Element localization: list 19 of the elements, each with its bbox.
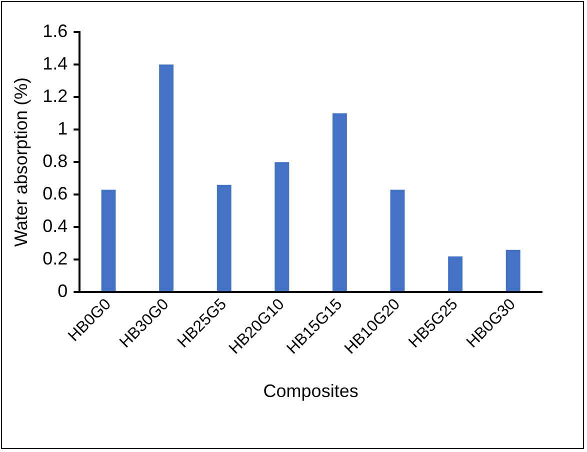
y-axis-title: Water absorption (%) <box>10 77 31 247</box>
y-tick-label: 0.8 <box>42 151 68 172</box>
bar <box>332 113 347 292</box>
bar <box>216 184 232 292</box>
y-tick-label: 0.4 <box>42 216 68 236</box>
y-tick-label: 0.6 <box>42 184 68 204</box>
y-tick-label: 1 <box>58 118 68 139</box>
y-tick-label: 1.4 <box>42 53 68 74</box>
bar <box>274 162 290 292</box>
bar <box>101 190 116 292</box>
y-tick-label: 1.2 <box>42 86 68 106</box>
bar <box>506 250 520 292</box>
bar <box>390 190 405 292</box>
bar <box>159 64 174 292</box>
y-tick-label: 1.6 <box>42 20 68 41</box>
bar <box>448 256 463 292</box>
x-axis-title: Composites <box>263 381 358 402</box>
y-tick-label: 0 <box>58 281 68 302</box>
y-tick-label: 0.2 <box>42 248 68 269</box>
